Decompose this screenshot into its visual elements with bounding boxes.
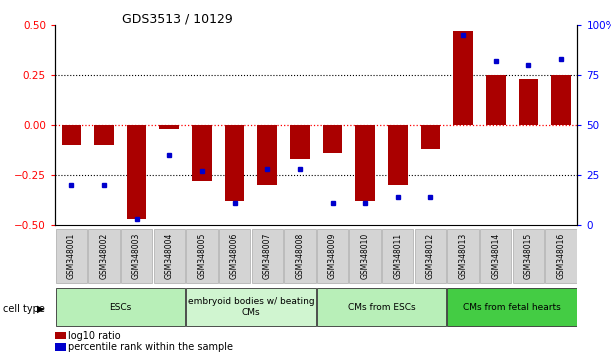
FancyBboxPatch shape — [447, 289, 577, 326]
Bar — [159, 125, 179, 129]
FancyBboxPatch shape — [284, 229, 315, 283]
Text: GSM348010: GSM348010 — [360, 233, 370, 279]
FancyBboxPatch shape — [546, 229, 577, 283]
FancyBboxPatch shape — [252, 229, 283, 283]
Text: GSM348013: GSM348013 — [459, 233, 467, 279]
Bar — [356, 125, 375, 201]
Text: GSM348005: GSM348005 — [197, 233, 207, 279]
FancyBboxPatch shape — [415, 229, 446, 283]
Text: GSM348009: GSM348009 — [328, 233, 337, 279]
Text: GSM348004: GSM348004 — [165, 233, 174, 279]
FancyBboxPatch shape — [447, 229, 479, 283]
FancyBboxPatch shape — [317, 289, 446, 326]
Text: GSM348007: GSM348007 — [263, 233, 272, 279]
Bar — [420, 125, 441, 149]
Text: log10 ratio: log10 ratio — [68, 331, 121, 341]
FancyBboxPatch shape — [317, 229, 348, 283]
Text: GDS3513 / 10129: GDS3513 / 10129 — [122, 12, 233, 25]
Text: percentile rank within the sample: percentile rank within the sample — [68, 342, 233, 352]
Bar — [486, 75, 505, 125]
Bar — [551, 75, 571, 125]
Text: CMs from fetal hearts: CMs from fetal hearts — [463, 303, 561, 312]
Bar — [388, 125, 408, 185]
FancyBboxPatch shape — [480, 229, 511, 283]
FancyBboxPatch shape — [219, 229, 251, 283]
Text: GSM348006: GSM348006 — [230, 233, 239, 279]
FancyBboxPatch shape — [382, 229, 414, 283]
Text: GSM348011: GSM348011 — [393, 233, 402, 279]
FancyBboxPatch shape — [186, 229, 218, 283]
Bar — [453, 31, 473, 125]
Text: GSM348014: GSM348014 — [491, 233, 500, 279]
FancyBboxPatch shape — [89, 229, 120, 283]
Text: GSM348015: GSM348015 — [524, 233, 533, 279]
Text: GSM348001: GSM348001 — [67, 233, 76, 279]
Bar — [225, 125, 244, 201]
FancyBboxPatch shape — [153, 229, 185, 283]
FancyBboxPatch shape — [56, 289, 185, 326]
Text: GSM348008: GSM348008 — [295, 233, 304, 279]
FancyBboxPatch shape — [349, 229, 381, 283]
Bar — [323, 125, 342, 153]
Bar — [94, 125, 114, 145]
Text: GSM348016: GSM348016 — [557, 233, 566, 279]
FancyBboxPatch shape — [513, 229, 544, 283]
Text: embryoid bodies w/ beating
CMs: embryoid bodies w/ beating CMs — [188, 297, 314, 317]
Bar — [127, 125, 147, 219]
Bar — [290, 125, 310, 159]
Text: GSM348002: GSM348002 — [100, 233, 109, 279]
Bar — [192, 125, 211, 181]
Text: cell type: cell type — [3, 304, 45, 314]
FancyBboxPatch shape — [56, 229, 87, 283]
Text: GSM348003: GSM348003 — [132, 233, 141, 279]
FancyBboxPatch shape — [121, 229, 152, 283]
FancyBboxPatch shape — [186, 289, 315, 326]
Text: GSM348012: GSM348012 — [426, 233, 435, 279]
Bar — [519, 79, 538, 125]
Bar — [62, 125, 81, 145]
Bar — [257, 125, 277, 185]
Text: ▶: ▶ — [37, 304, 44, 314]
Text: ESCs: ESCs — [109, 303, 131, 312]
Text: CMs from ESCs: CMs from ESCs — [348, 303, 415, 312]
